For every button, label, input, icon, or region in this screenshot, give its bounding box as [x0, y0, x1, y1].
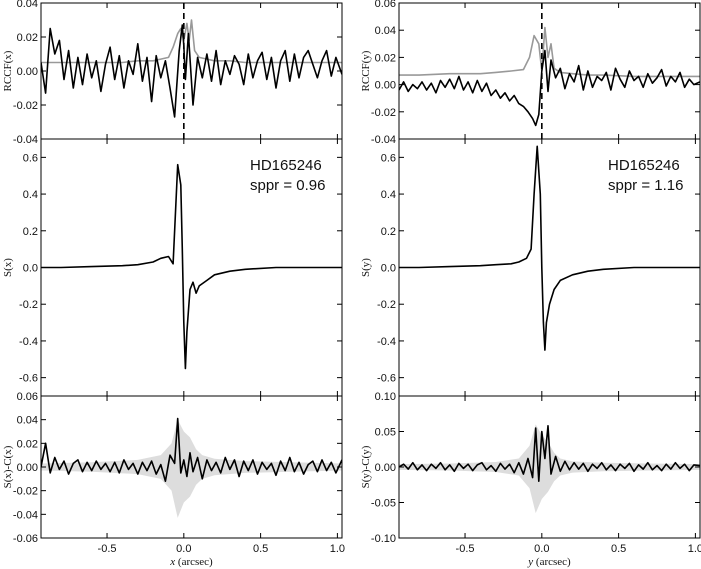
y-tick-label: 0.04	[17, 0, 38, 10]
y-tick-label: 0.0	[381, 263, 396, 275]
y-tick-label: 0.4	[23, 189, 38, 201]
y-tick-label: 0.06	[17, 391, 38, 403]
series-line-0	[399, 424, 700, 483]
panel-bottom-left: -0.06 -0.04 -0.02 0.00 0.02 0.04 0.06 -0.5 0.0 0.…	[2, 391, 345, 568]
x-tick-label: 1.0	[330, 543, 345, 555]
series-line-0	[41, 417, 342, 483]
y-tick-label: 0.00	[17, 66, 38, 78]
y-axis-label: S(y)	[360, 258, 372, 277]
y-tick-label: -0.04	[13, 509, 38, 521]
y-axis-label: S(x)	[2, 258, 14, 277]
y-tick-label: 0.10	[375, 391, 396, 403]
panel-top-right: -0.04 -0.02 0.00 0.02 0.04 0.06 RCCF(y)	[360, 0, 701, 146]
x-tick-label: 1.0	[688, 543, 701, 555]
series-line-0	[399, 145, 700, 351]
plot-area	[399, 26, 700, 127]
y-tick-label: -0.2	[377, 299, 396, 311]
panel-annotation: sppr = 1.16	[608, 177, 683, 194]
y-tick-label: 0.00	[375, 80, 396, 92]
y-tick-label: 0.4	[381, 189, 396, 201]
y-tick-label: 0.02	[17, 32, 38, 44]
y-tick-label: -0.02	[13, 100, 38, 112]
y-tick-label: -0.06	[13, 533, 38, 545]
y-tick-label: 0.02	[17, 438, 38, 450]
uncertainty-band	[41, 419, 342, 518]
y-axis-label: RCCF(y)	[360, 50, 372, 91]
y-tick-label: -0.4	[377, 336, 396, 348]
series-line-0	[41, 163, 342, 370]
y-tick-label: 0.6	[381, 152, 396, 164]
panel-top-left: -0.04 -0.02 0.00 0.02 0.04 RCCF(x)	[2, 0, 343, 146]
panel-middle-left: -0.6 -0.4 -0.2 0.0 0.2 0.4 0.6 HD165246 sppr = 0…	[2, 138, 343, 397]
x-tick-label: 0.5	[611, 543, 626, 555]
y-tick-label: 0.00	[17, 462, 38, 474]
x-axis-label: x (arcsec)	[169, 556, 213, 568]
uncertainty-band	[399, 424, 700, 514]
x-tick-label: 0.5	[253, 543, 268, 555]
plot-area	[399, 424, 700, 514]
y-tick-label: 0.0	[23, 263, 38, 275]
y-tick-label: 0.2	[23, 226, 38, 238]
panel-annotation: sppr = 0.96	[250, 177, 325, 194]
x-tick-label: 0.0	[176, 543, 191, 555]
y-tick-label: 0.6	[23, 152, 38, 164]
panel-middle-right: -0.6 -0.4 -0.2 0.0 0.2 0.4 0.6 HD165246 sppr = 1…	[360, 138, 701, 397]
y-tick-label: 0.02	[375, 52, 396, 64]
y-tick-label: -0.4	[19, 336, 38, 348]
panel-annotation: HD165246	[608, 157, 680, 174]
y-tick-label: 0.06	[375, 0, 396, 10]
y-tick-label: 0.00	[375, 462, 396, 474]
y-tick-label: -0.02	[371, 107, 396, 119]
y-tick-label: 0.2	[381, 226, 396, 238]
x-tick-label: -0.5	[456, 543, 475, 555]
panel-bottom-right: -0.10 -0.05 0.00 0.05 0.10 -0.5 0.0 0.5 1.0 S(y)-…	[360, 391, 701, 568]
y-tick-label: -0.04	[371, 134, 396, 146]
panel-annotation: HD165246	[250, 157, 322, 174]
y-axis-label: S(y)-C(y)	[360, 445, 372, 488]
x-tick-label: -0.5	[98, 543, 117, 555]
series-line-0	[399, 49, 700, 127]
y-tick-label: -0.6	[377, 373, 396, 385]
x-axis-label: y (arcsec)	[527, 556, 571, 568]
y-tick-label: -0.2	[19, 299, 38, 311]
y-tick-label: -0.6	[19, 373, 38, 385]
y-tick-label: -0.04	[13, 134, 38, 146]
plot-area	[399, 145, 700, 351]
y-tick-label: 0.04	[17, 415, 38, 427]
y-axis-label: S(x)-C(x)	[2, 445, 14, 488]
y-tick-label: 0.04	[375, 25, 396, 37]
x-tick-label: 0.0	[534, 543, 549, 555]
series-line-1	[399, 26, 700, 78]
plot-area	[41, 163, 342, 370]
plot-area	[41, 19, 342, 118]
y-tick-label: -0.10	[371, 533, 396, 545]
y-tick-label: -0.02	[13, 486, 38, 498]
y-tick-label: -0.05	[371, 498, 396, 510]
series-line-0	[41, 24, 342, 118]
y-tick-label: 0.05	[375, 427, 396, 439]
plot-area	[41, 417, 342, 518]
y-axis-label: RCCF(x)	[2, 50, 14, 91]
